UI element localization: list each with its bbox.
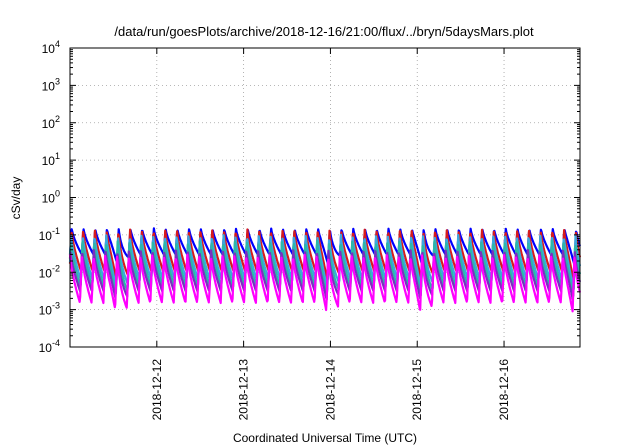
y-tick-label: 104: [42, 39, 60, 56]
x-tick-label: 2018-12-12: [150, 359, 164, 421]
y-tick-label: 10-4: [39, 338, 60, 355]
series-line: [68, 253, 582, 313]
y-tick-label: 10-2: [39, 263, 60, 280]
x-tick-label: 2018-12-15: [410, 359, 424, 421]
y-tick-label: 10-3: [39, 301, 60, 318]
x-axis: 2018-12-12 2018-12-13 2018-12-14 2018-12-15…: [150, 48, 511, 420]
chart-title: /data/run/goesPlots/archive/2018-12-16/2…: [114, 24, 534, 39]
y-tick-label: 102: [42, 114, 60, 131]
x-axis-label: Coordinated Universal Time (UTC): [233, 431, 417, 445]
series-line: [68, 233, 582, 291]
y-tick-label: 101: [42, 151, 60, 168]
series-line: [68, 228, 582, 282]
data-series: [68, 227, 582, 313]
series-line: [68, 249, 582, 301]
x-tick-label: 2018-12-13: [237, 359, 251, 421]
series-line: [68, 239, 582, 297]
y-tick-label: 103: [42, 76, 60, 93]
y-axis: 10-4 10-3 10-2 10-1 100 101 102 103 104: [39, 39, 580, 355]
x-tick-label: 2018-12-16: [497, 359, 511, 421]
y-tick-label: 100: [42, 189, 60, 206]
y-tick-label: 10-1: [39, 226, 60, 243]
x-tick-label: 2018-12-14: [323, 359, 337, 421]
y-axis-label: cSv/day: [9, 177, 23, 220]
